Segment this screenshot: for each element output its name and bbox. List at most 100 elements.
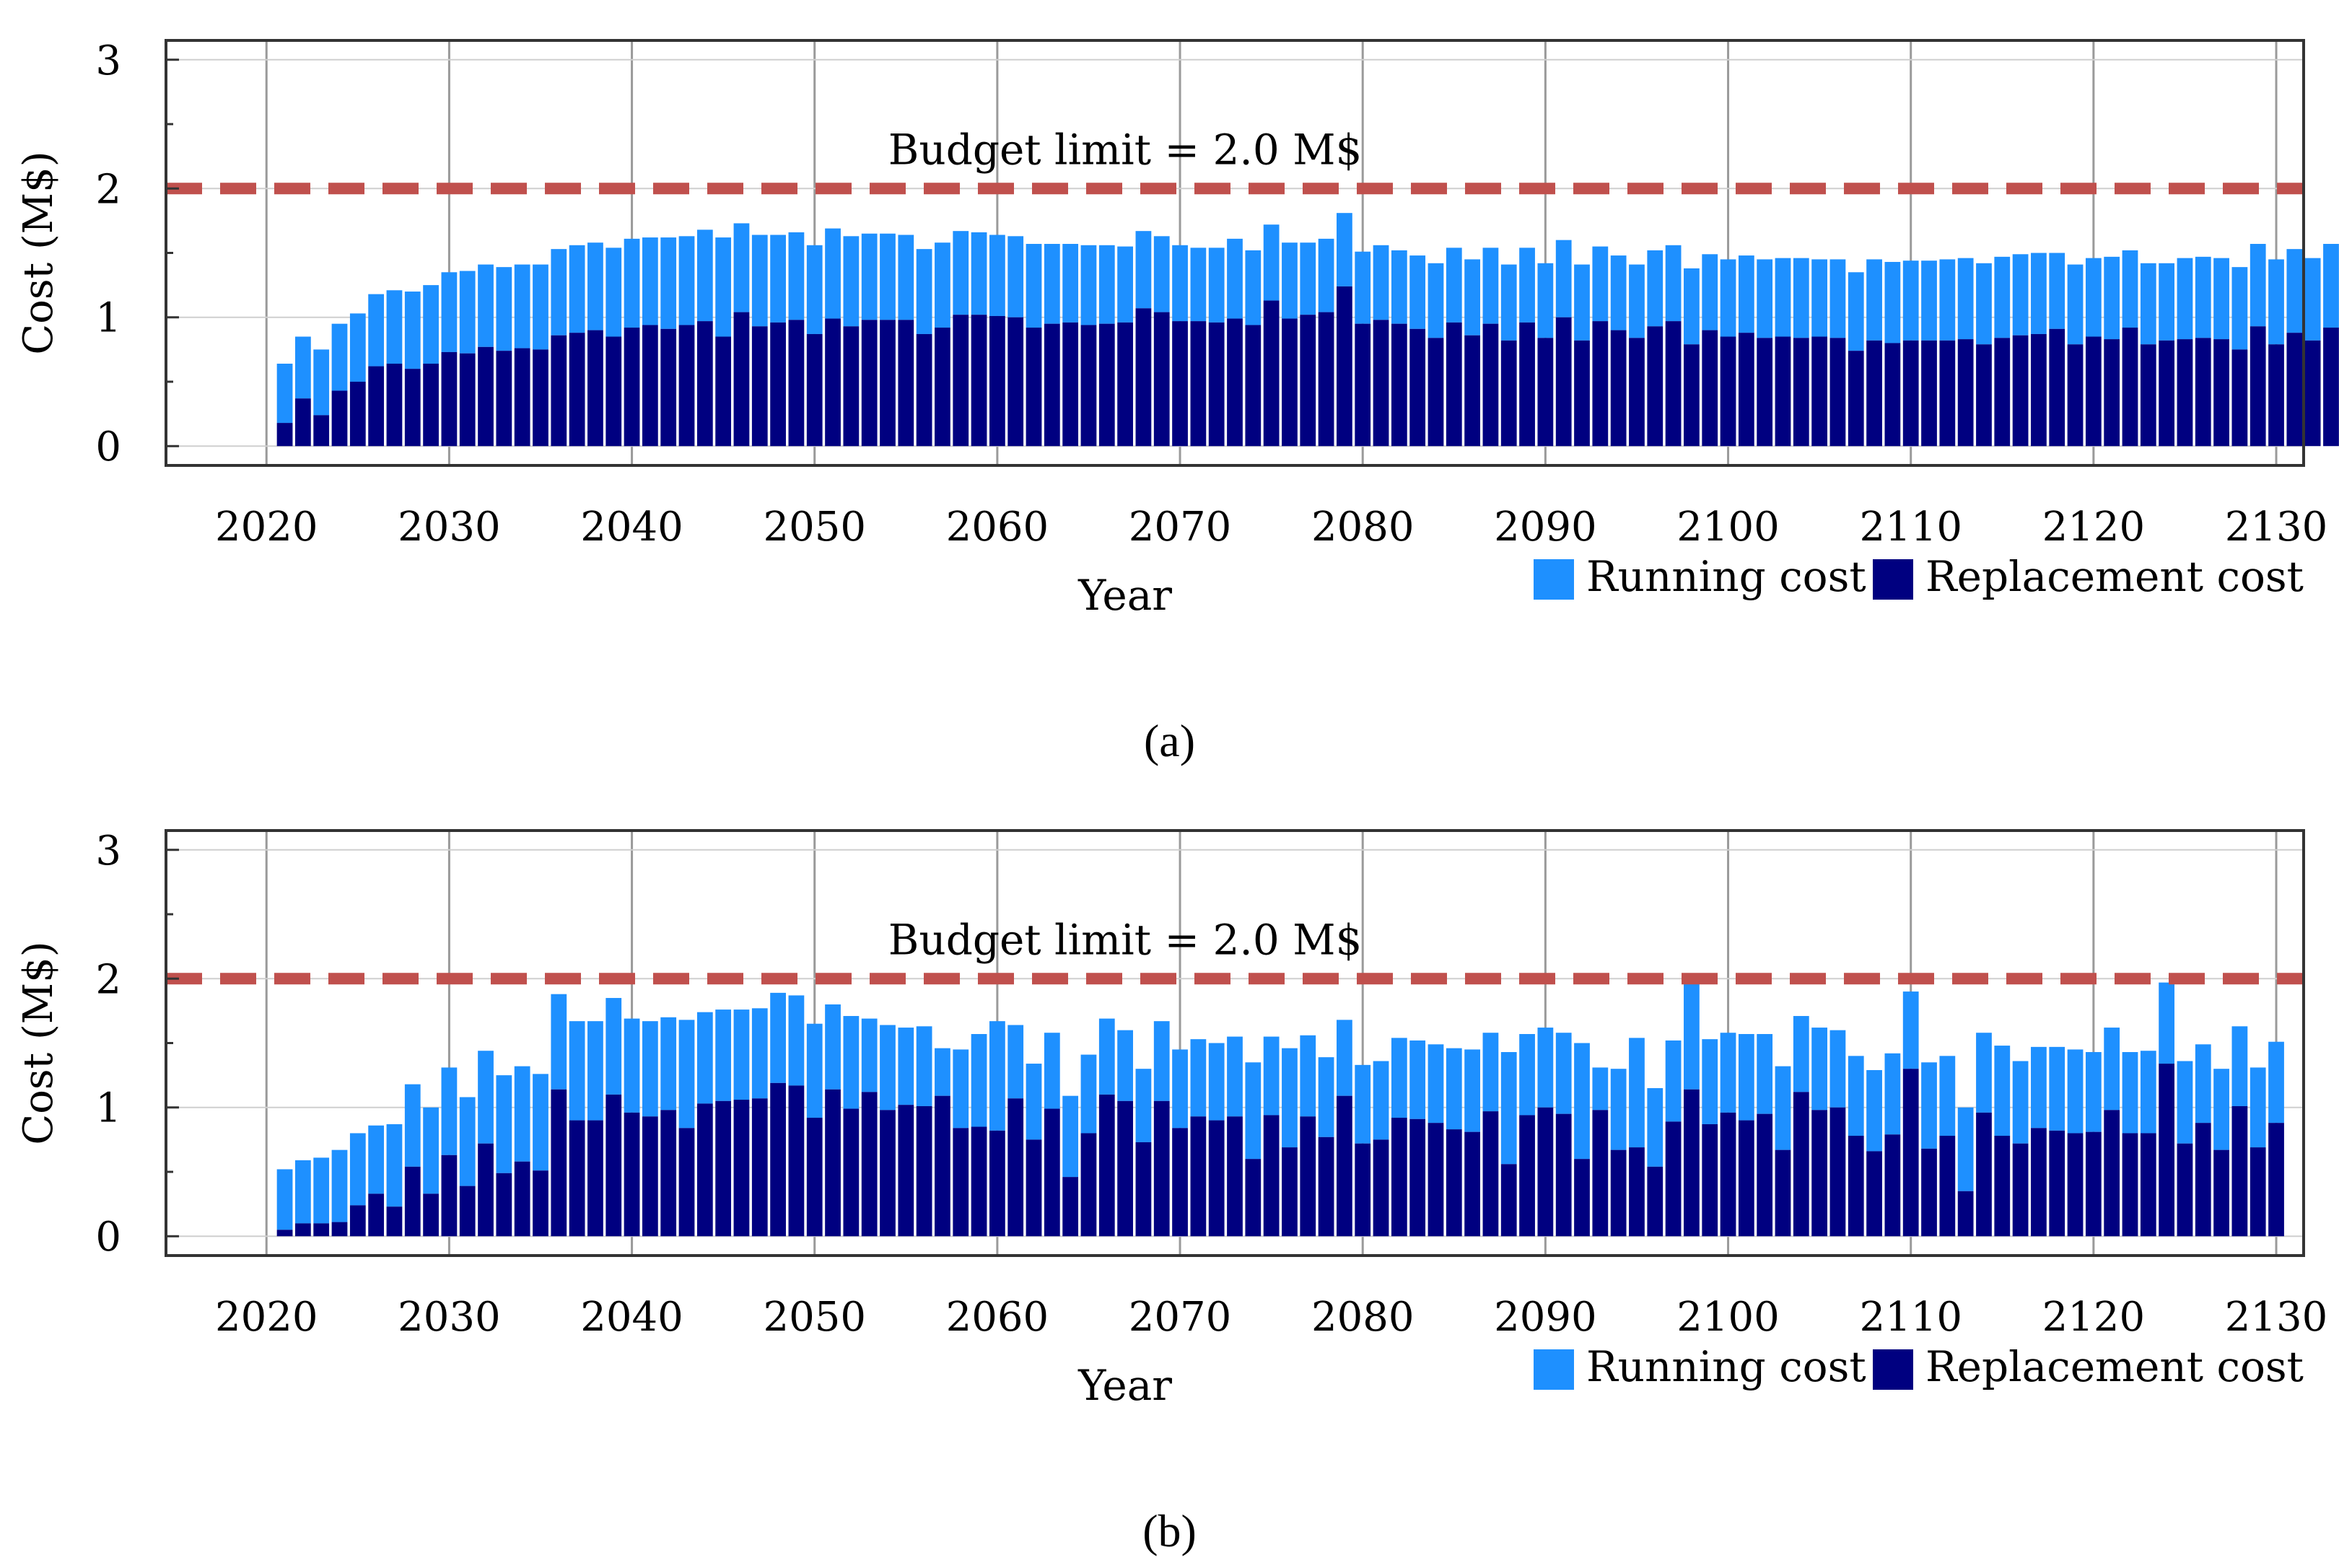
- chart-a-bar-running-2080: [1355, 251, 1371, 324]
- chart-a-bar-running-2047: [751, 235, 768, 327]
- chart-a-bar-replacement-2053: [861, 320, 878, 447]
- chart-b-bar-running-2126: [2195, 1044, 2211, 1124]
- chart-b-bar-running-2062: [1026, 1064, 1042, 1140]
- chart-a-bar-replacement-2032: [478, 346, 494, 447]
- chart-a-bar-running-2105: [1811, 259, 1828, 337]
- chart-a-bar-running-2126: [2195, 256, 2211, 338]
- chart-b-bar-replacement-2097: [1665, 1121, 1682, 1237]
- chart-a-bar-running-2111: [1921, 260, 1937, 341]
- chart-a-bar-replacement-2090: [1537, 338, 1554, 447]
- chart-b-bar-replacement-2043: [678, 1128, 695, 1237]
- chart-a-bar-running-2079: [1337, 213, 1352, 286]
- chart-a-bar-replacement-2093: [1592, 321, 1609, 447]
- chart-a-bar-replacement-2076: [1282, 318, 1298, 447]
- chart-b-bar-running-2130: [2268, 1041, 2284, 1124]
- chart-a-bar-running-2127: [2213, 258, 2229, 340]
- chart-a-bar-replacement-2111: [1921, 340, 1937, 447]
- chart-b-bar-replacement-2107: [1848, 1136, 1864, 1237]
- chart-b-bar-running-2102: [1757, 1034, 1773, 1114]
- chart-a-bar-replacement-2097: [1665, 321, 1682, 447]
- chart-b-bar-replacement-2126: [2195, 1123, 2211, 1237]
- chart-b-xtick-label: 2110: [1859, 1294, 1962, 1341]
- chart-b-bar-running-2113: [1957, 1107, 1974, 1191]
- chart-a-bar-running-2063: [1044, 244, 1060, 324]
- chart-b-legend-swatch-running: [1534, 1349, 1574, 1390]
- chart-b-bar-running-2093: [1592, 1067, 1609, 1111]
- chart-a-bar-running-2021: [276, 363, 293, 424]
- chart-a-bar-replacement-2130: [2268, 344, 2284, 447]
- chart-a-legend-label-running: Running cost: [1586, 552, 1866, 601]
- chart-b-bar-replacement-2083: [1409, 1118, 1426, 1237]
- chart-b-bar-replacement-2045: [715, 1100, 732, 1237]
- chart-b-bar-replacement-2124: [2159, 1064, 2175, 1237]
- chart-b-bar-replacement-2120: [2085, 1131, 2102, 1237]
- chart-a-bar-replacement-2100: [1720, 336, 1736, 447]
- chart-a-xtick-label: 2050: [763, 504, 866, 551]
- chart-b-bar-replacement-2114: [1976, 1112, 1992, 1237]
- chart-b-bar-running-2030: [441, 1067, 458, 1155]
- chart-a-bar-running-2118: [2049, 253, 2065, 329]
- chart-a-bar-replacement-2025: [349, 381, 366, 447]
- chart-a-xtick-label: 2020: [215, 504, 318, 551]
- chart-b-bar-replacement-2078: [1318, 1136, 1334, 1237]
- chart-b-bar-replacement-2033: [496, 1173, 512, 1237]
- chart-a-bar-replacement-2098: [1684, 344, 1700, 447]
- chart-b-bar-running-2112: [1939, 1056, 1956, 1136]
- chart-a-bar-running-2124: [2159, 263, 2175, 341]
- chart-b-bar-replacement-2027: [386, 1206, 403, 1237]
- chart-b-bar-running-2066: [1098, 1018, 1115, 1095]
- chart-b-bar-replacement-2096: [1647, 1166, 1663, 1237]
- chart-a-bar-replacement-2052: [843, 326, 860, 447]
- chart-a-bar-replacement-2129: [2250, 326, 2266, 447]
- chart-b-bar-running-2060: [989, 1021, 1005, 1131]
- chart-b-xtick-label: 2080: [1311, 1294, 1415, 1341]
- chart-a-bar-replacement-2095: [1629, 338, 1645, 447]
- chart-b-bar-replacement-2127: [2213, 1149, 2229, 1237]
- chart-b-bar-running-2055: [898, 1028, 914, 1105]
- chart-a-bar-replacement-2114: [1976, 344, 1992, 447]
- chart-b-bar-running-2039: [605, 998, 622, 1095]
- chart-b-bar-replacement-2077: [1300, 1116, 1316, 1237]
- chart-b-bar-running-2056: [916, 1026, 932, 1106]
- chart-a-bar-replacement-2105: [1811, 336, 1828, 447]
- chart-a-bar-replacement-2132: [2304, 340, 2321, 447]
- chart-a-bar-running-2036: [551, 249, 567, 336]
- chart-a-bar-running-2023: [313, 349, 330, 416]
- chart-a-bar-running-2033: [496, 267, 512, 351]
- chart-a-ylabel: Cost (M$): [15, 151, 62, 354]
- chart-a-legend-label-replacement: Replacement cost: [1925, 552, 2304, 601]
- chart-a-xtick-label: 2090: [1494, 504, 1597, 551]
- chart-a-bar-running-2103: [1775, 258, 1791, 337]
- chart-b-bar-replacement-2116: [2012, 1143, 2029, 1237]
- chart-a-bar-running-2108: [1866, 259, 1882, 341]
- chart-b-ylabel: Cost (M$): [15, 941, 62, 1144]
- chart-a-bar-replacement-2037: [569, 333, 585, 447]
- chart-a-bar-replacement-2131: [2286, 333, 2303, 447]
- chart-b-bar-running-2037: [569, 1021, 585, 1121]
- chart-b-bar-replacement-2050: [806, 1118, 823, 1237]
- chart-a-bar-running-2022: [294, 336, 311, 399]
- chart-a-bar-replacement-2081: [1373, 320, 1389, 447]
- chart-a-bar-replacement-2078: [1318, 312, 1334, 447]
- chart-b-bar-replacement-2049: [788, 1085, 805, 1237]
- chart-a-bar-replacement-2086: [1464, 335, 1480, 447]
- chart-b-bar-replacement-2085: [1446, 1129, 1462, 1237]
- chart-b-xtick-label: 2120: [2042, 1294, 2146, 1341]
- chart-b-bar-replacement-2074: [1245, 1159, 1262, 1237]
- chart-b-bar-replacement-2057: [935, 1095, 950, 1237]
- chart-b-bar-replacement-2041: [642, 1116, 658, 1237]
- chart-a-bar-replacement-2041: [642, 325, 658, 447]
- chart-b-bar-replacement-2036: [551, 1089, 567, 1237]
- chart-a-bar-replacement-2073: [1227, 318, 1243, 447]
- chart-b-bar-replacement-2046: [733, 1100, 750, 1237]
- chart-a-bar-running-2117: [2031, 253, 2047, 334]
- chart-a-bar-running-2091: [1555, 240, 1572, 317]
- chart-b-bar-running-2057: [935, 1048, 950, 1096]
- chart-a-bar-running-2031: [459, 271, 476, 354]
- chart-a-bar-replacement-2112: [1939, 340, 1956, 447]
- chart-a-bar-replacement-2115: [1994, 338, 2011, 447]
- chart-b-bar-replacement-2091: [1555, 1113, 1572, 1237]
- chart-b-bar-running-2029: [423, 1107, 439, 1194]
- chart-b-bar-running-2127: [2213, 1069, 2229, 1150]
- chart-b-bar-replacement-2032: [478, 1143, 494, 1237]
